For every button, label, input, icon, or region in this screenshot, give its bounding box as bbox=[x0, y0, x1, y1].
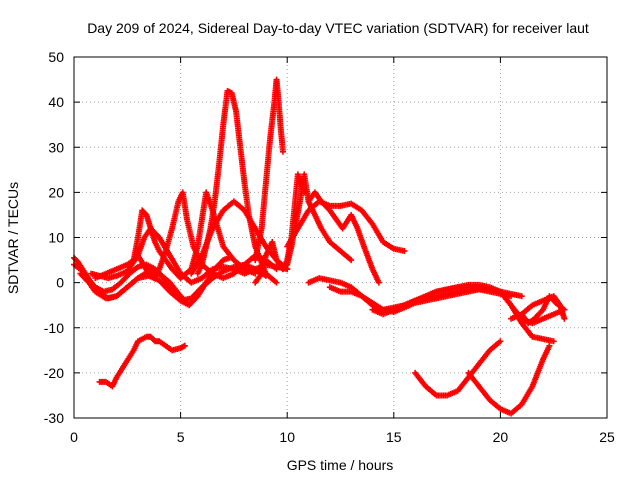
x-tick-label: 15 bbox=[386, 429, 402, 445]
x-tick-label: 10 bbox=[279, 429, 295, 445]
x-tick-label: 20 bbox=[493, 429, 509, 445]
series-arc-12 bbox=[284, 198, 408, 255]
y-tick-label: -10 bbox=[44, 320, 64, 336]
data-point bbox=[273, 279, 280, 286]
x-tick-label: 0 bbox=[70, 429, 78, 445]
series-arc-17 bbox=[369, 281, 557, 345]
y-tick-label: 0 bbox=[56, 275, 64, 291]
data-point bbox=[550, 338, 557, 345]
data-point bbox=[401, 248, 408, 255]
data-point bbox=[181, 342, 188, 349]
data-point bbox=[375, 279, 382, 286]
chart-title: Day 209 of 2024, Sidereal Day-to-day VTE… bbox=[87, 20, 589, 36]
series-arc-13 bbox=[305, 189, 382, 286]
data-point bbox=[518, 293, 525, 300]
y-tick-label: 30 bbox=[48, 139, 64, 155]
data-point bbox=[348, 257, 355, 264]
series-arc-20 bbox=[96, 333, 188, 390]
data-point bbox=[497, 338, 504, 345]
data-point bbox=[252, 270, 259, 277]
data-point bbox=[561, 315, 568, 322]
data-point bbox=[508, 293, 515, 300]
series-arc-6 bbox=[130, 189, 259, 282]
y-tick-label: 20 bbox=[48, 184, 64, 200]
plot-area bbox=[71, 76, 568, 417]
series-arc-9 bbox=[252, 76, 286, 264]
x-tick-label: 5 bbox=[177, 429, 185, 445]
series-arc-19 bbox=[518, 293, 568, 327]
series-arc-21 bbox=[412, 338, 504, 399]
y-tick-label: -20 bbox=[44, 365, 64, 381]
series-arc-22 bbox=[465, 342, 553, 417]
data-point bbox=[301, 189, 308, 196]
data-point bbox=[279, 148, 286, 155]
x-axis-label: GPS time / hours bbox=[287, 457, 394, 473]
axis-ticks: 0 5 10 15 20 25 -30 -20 -10 0 10 20 30 40 50 bbox=[44, 49, 615, 445]
y-tick-label: 10 bbox=[48, 230, 64, 246]
data-point bbox=[546, 342, 553, 349]
data-point bbox=[561, 306, 568, 313]
x-tick-label: 25 bbox=[599, 429, 615, 445]
y-axis-label: SDTVAR / TECUs bbox=[5, 182, 21, 294]
data-point bbox=[273, 266, 280, 273]
y-tick-label: 50 bbox=[48, 49, 64, 65]
y-tick-label: -30 bbox=[44, 410, 64, 426]
y-tick-label: 40 bbox=[48, 94, 64, 110]
